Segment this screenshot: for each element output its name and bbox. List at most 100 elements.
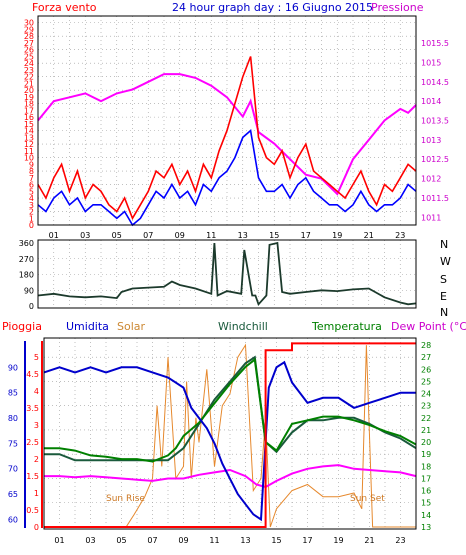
hour-tick-label: 07 [143, 231, 153, 240]
temperature-tick-label: 21 [421, 426, 431, 435]
temperature-tick-label: 18 [421, 462, 431, 471]
temperature-tick-label: 19 [421, 450, 431, 459]
pressure-tick-label: 1013 [421, 136, 441, 145]
humidity-tick-label: 70 [8, 465, 18, 474]
dewpoint-line [44, 464, 417, 489]
hour-tick-label: 05 [112, 231, 122, 240]
graph-title: 24 hour graph day : 16 Giugno 2015 [172, 1, 373, 14]
wind-tick-label: 0 [29, 221, 34, 230]
direction-tick-label: 180 [19, 271, 34, 280]
rain-tick-label: 1 [34, 489, 39, 498]
hour-tick-label: 23 [395, 536, 405, 545]
pressure-tick-label: 1015.5 [421, 39, 449, 48]
temperature-tick-label: 16 [421, 487, 431, 496]
rain-tick-label: 4.5 [26, 370, 39, 379]
legend-windchill: Windchill [218, 320, 268, 333]
hour-tick-label: 03 [85, 536, 95, 545]
pressure-tick-label: 1012.5 [421, 155, 449, 164]
legend-rain: Pioggia [2, 320, 42, 333]
direction-line [37, 241, 417, 307]
direction-grid [38, 240, 416, 308]
weather-chart: Pioggia Umidita Solar Windchill Temperat… [2, 320, 466, 545]
humidity-y-ticks: 60 65 70 75 80 85 90 [8, 363, 18, 524]
pressure-tick-label: 1011 [421, 213, 441, 222]
legend-dewpoint: Dew Point (°C) [391, 320, 466, 333]
humidity-tick-label: 85 [8, 389, 18, 398]
hour-tick-label: 21 [364, 231, 374, 240]
hour-tick-label: 01 [54, 536, 64, 545]
wind-plot-frame [37, 15, 417, 226]
wind-tick-label: 18 [24, 100, 34, 109]
wind-tick-label: 9 [29, 160, 34, 169]
temperature-tick-label: 23 [421, 402, 431, 411]
wind-tick-label: 15 [24, 120, 34, 129]
direction-tick-label: 0 [29, 302, 34, 311]
legend-humidity: Umidita [66, 320, 109, 333]
wind-tick-label: 2 [29, 208, 34, 217]
pressure-y-ticks: 1011 1011.5 1012 1012.5 1013 1013.5 1014 1014.5… [421, 39, 449, 222]
wind-x-ticks: 01 03 05 07 09 11 13 15 17 19 21 23 [49, 231, 406, 240]
pressure-tick-label: 1015 [421, 58, 441, 67]
wind-tick-label: 3 [29, 201, 34, 210]
compass-label: N [440, 306, 448, 319]
temperature-tick-label: 14 [421, 511, 431, 520]
wind-tick-label: 14 [24, 127, 34, 136]
rain-tick-label: 0.5 [26, 506, 39, 515]
wind-tick-label: 8 [29, 167, 34, 176]
hour-tick-label: 11 [209, 536, 219, 545]
rain-tick-label: 1.5 [26, 472, 39, 481]
rain-tick-label: 5 [34, 353, 39, 362]
direction-tick-label: 360 [19, 239, 34, 248]
temperature-tick-label: 26 [421, 365, 431, 374]
wind-tick-label: 13 [24, 133, 34, 142]
legend-temperature: Temperatura [311, 320, 382, 333]
hour-tick-label: 09 [175, 231, 185, 240]
temperature-tick-label: 27 [421, 353, 431, 362]
wind-tick-label: 6 [29, 181, 34, 190]
wind-tick-label: 23 [24, 66, 34, 75]
hour-tick-label: 15 [271, 536, 281, 545]
legend-solar: Solar [117, 320, 146, 333]
humidity-tick-label: 65 [8, 490, 18, 499]
humidity-tick-label: 75 [8, 439, 18, 448]
wind-tick-label: 17 [24, 106, 34, 115]
temperature-tick-label: 13 [421, 523, 431, 532]
pressure-tick-label: 1011.5 [421, 194, 449, 203]
hour-tick-label: 11 [206, 231, 216, 240]
solar-line [44, 343, 416, 528]
pressure-tick-label: 1013.5 [421, 117, 449, 126]
hour-tick-label: 13 [238, 231, 248, 240]
pressure-tick-label: 1014.5 [421, 78, 449, 87]
temperature-y-ticks: 13 14 15 16 17 18 19 20 21 22 23 24 25 26 27 28 [421, 341, 431, 532]
weather-series [43, 342, 417, 528]
wind-pressure-chart: Forza vento 24 hour graph day : 16 Giugn… [24, 1, 449, 240]
temperature-tick-label: 25 [421, 377, 431, 386]
gust-line [37, 129, 417, 227]
wind-tick-label: 16 [24, 113, 34, 122]
temperature-tick-label: 24 [421, 390, 431, 399]
pressure-tick-label: 1014 [421, 97, 441, 106]
compass-label: E [440, 290, 447, 303]
wind-axis-label: Forza vento [32, 1, 97, 14]
hour-tick-label: 15 [269, 231, 279, 240]
wind-line [37, 56, 417, 221]
hour-tick-label: 13 [240, 536, 250, 545]
compass-label: S [440, 273, 447, 286]
temperature-line [44, 357, 417, 463]
direction-y-ticks: 0 90 180 270 360 [19, 239, 34, 311]
pressure-tick-label: 1012 [421, 175, 441, 184]
hour-tick-label: 07 [147, 536, 157, 545]
hour-tick-label: 09 [178, 536, 188, 545]
humidity-tick-label: 80 [8, 414, 18, 423]
compass-label: N [440, 238, 448, 251]
wind-tick-label: 28 [24, 32, 34, 41]
humidity-tick-label: 60 [8, 515, 18, 524]
sun-set-label: Sun Set [350, 494, 385, 504]
wind-tick-label: 11 [24, 147, 34, 156]
rain-tick-label: 4 [34, 387, 39, 396]
wind-tick-label: 26 [24, 46, 34, 55]
temperature-tick-label: 22 [421, 414, 431, 423]
rain-tick-label: 0 [34, 523, 39, 532]
